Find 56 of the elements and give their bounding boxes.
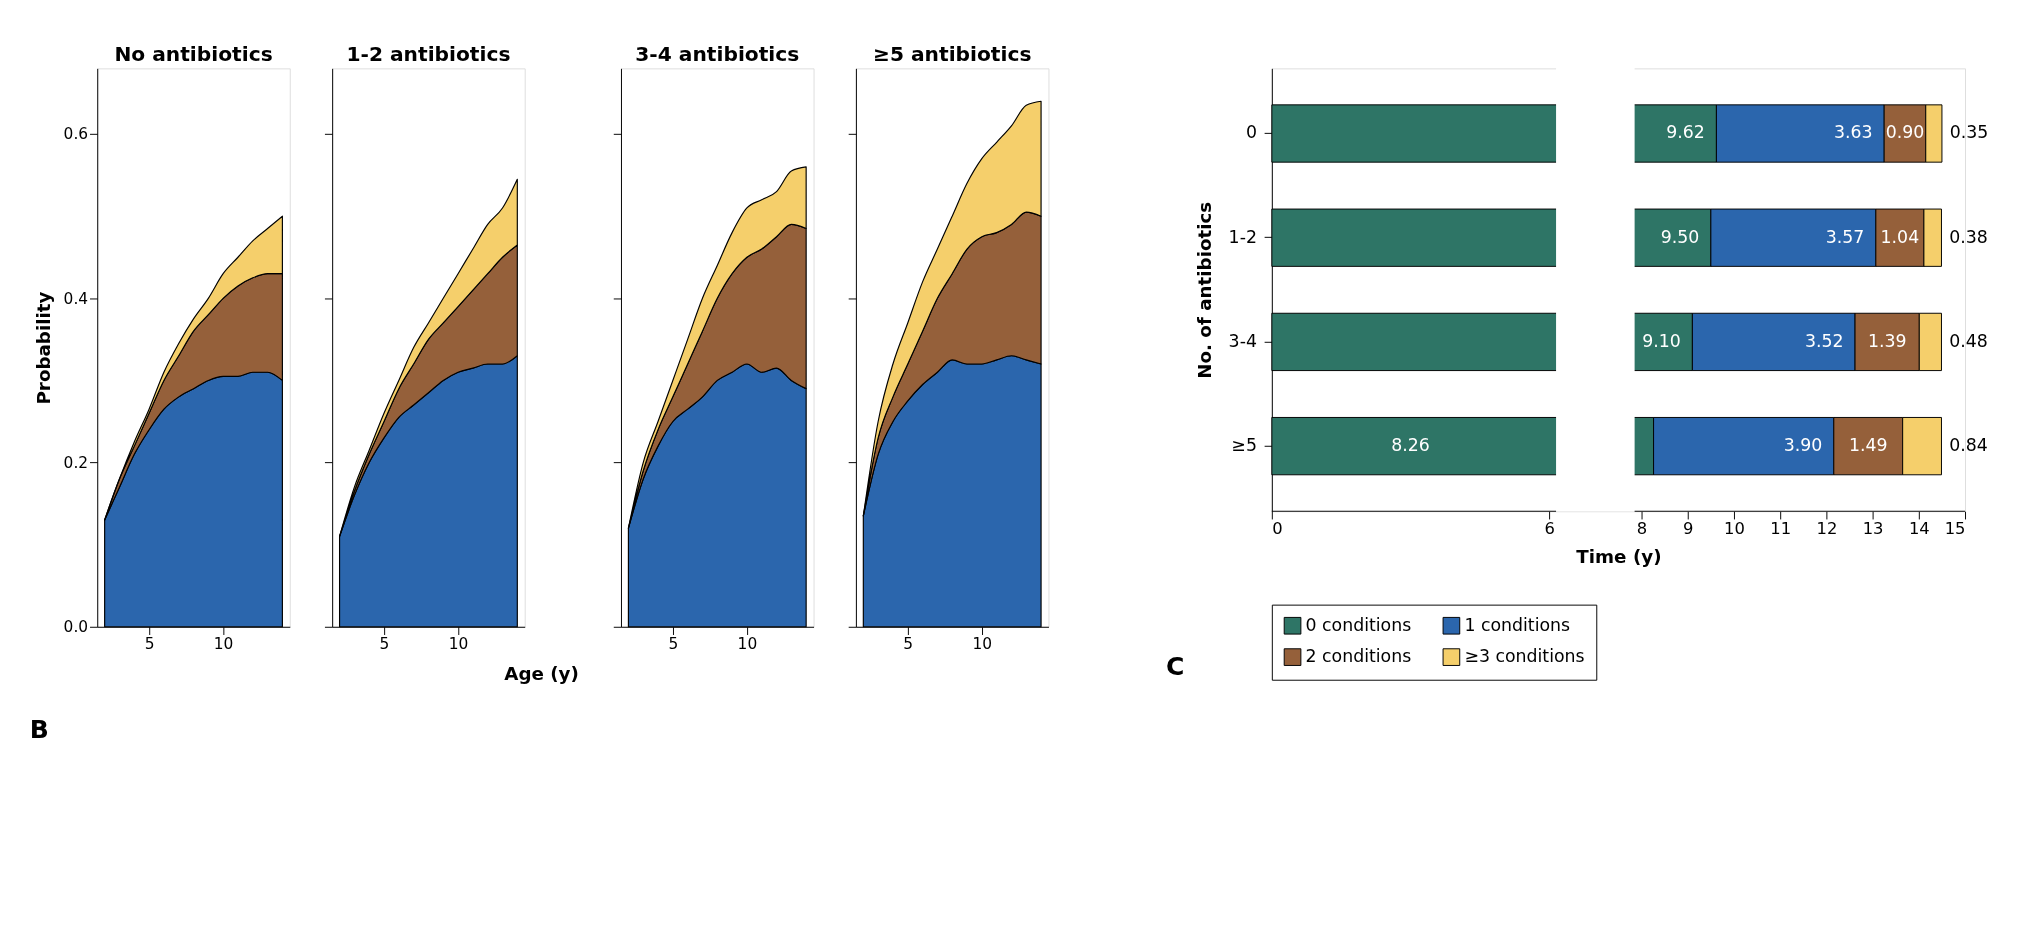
data-label: 0.84 bbox=[1949, 434, 1988, 455]
x-tick-label: 5 bbox=[379, 635, 390, 654]
x-axis-title: Time (y) bbox=[1576, 545, 1662, 567]
y-tick-label: 1-2 bbox=[1228, 226, 1257, 247]
data-label: 3.57 bbox=[1825, 226, 1865, 247]
legend-label: 0 conditions bbox=[1305, 614, 1412, 635]
data-label: 9.10 bbox=[1642, 330, 1681, 351]
data-label: 8.26 bbox=[1391, 434, 1430, 455]
legend-label: ≥3 conditions bbox=[1464, 645, 1585, 666]
text: C bbox=[1165, 651, 1185, 681]
x-tick-label: 10 bbox=[448, 635, 469, 654]
x-tick-label: 10 bbox=[972, 635, 993, 654]
chart-title: 1-2 antibiotics bbox=[346, 41, 511, 66]
x-tick-label: 10 bbox=[1724, 518, 1745, 538]
text: B bbox=[29, 714, 49, 744]
x-tick-label: 12 bbox=[1816, 518, 1838, 538]
x-tick-label: 5 bbox=[668, 635, 679, 654]
data-label: 0.35 bbox=[1949, 122, 1989, 143]
data-label: 1.39 bbox=[1867, 330, 1907, 351]
y-tick-label: 3-4 bbox=[1228, 330, 1257, 351]
x-tick-label: 11 bbox=[1770, 518, 1792, 538]
y-axis-title: No. of antibiotics bbox=[1194, 201, 1216, 379]
legend-label: 2 conditions bbox=[1305, 645, 1412, 666]
x-tick-label: 6 bbox=[1544, 518, 1555, 538]
data-label: 1.04 bbox=[1880, 226, 1920, 247]
y-tick-label: 0.6 bbox=[63, 125, 89, 144]
x-tick-label: 10 bbox=[213, 635, 234, 654]
x-tick-label: 15 bbox=[1944, 518, 1966, 538]
data-label: 3.63 bbox=[1834, 122, 1873, 143]
legend-label: 1 conditions bbox=[1464, 614, 1571, 635]
data-label: 3.90 bbox=[1783, 434, 1823, 455]
x-tick-label: 5 bbox=[144, 635, 155, 654]
chart-title: 3-4 antibiotics bbox=[635, 41, 800, 66]
y-tick-label: 0.2 bbox=[63, 453, 89, 472]
y-tick-label: 0 bbox=[1245, 122, 1257, 143]
x-tick-label: 5 bbox=[903, 635, 914, 654]
y-tick-label: 0.0 bbox=[63, 618, 89, 637]
data-label: 9.62 bbox=[1666, 122, 1705, 143]
data-label: 0.90 bbox=[1885, 122, 1925, 143]
data-label: 0.48 bbox=[1949, 330, 1988, 351]
data-label: 9.50 bbox=[1660, 226, 1700, 247]
y-tick-label: 0.4 bbox=[63, 289, 89, 308]
x-axis-title: Age (y) bbox=[504, 663, 579, 685]
data-label: 3.52 bbox=[1804, 330, 1844, 351]
y-tick-label: ≥5 bbox=[1231, 434, 1257, 455]
x-tick-label: 0 bbox=[1272, 518, 1283, 538]
chart-title: ≥5 antibiotics bbox=[872, 41, 1032, 66]
chart-title: No antibiotics bbox=[114, 41, 273, 66]
x-tick-label: 10 bbox=[737, 635, 758, 654]
y-axis-title: Probability bbox=[33, 291, 55, 405]
x-tick-label: 9 bbox=[1683, 518, 1694, 538]
data-label: 1.49 bbox=[1848, 434, 1888, 455]
x-tick-label: 8 bbox=[1636, 518, 1648, 538]
x-tick-label: 13 bbox=[1862, 518, 1884, 538]
x-tick-label: 14 bbox=[1908, 518, 1930, 538]
data-label: 0.38 bbox=[1949, 226, 1988, 247]
